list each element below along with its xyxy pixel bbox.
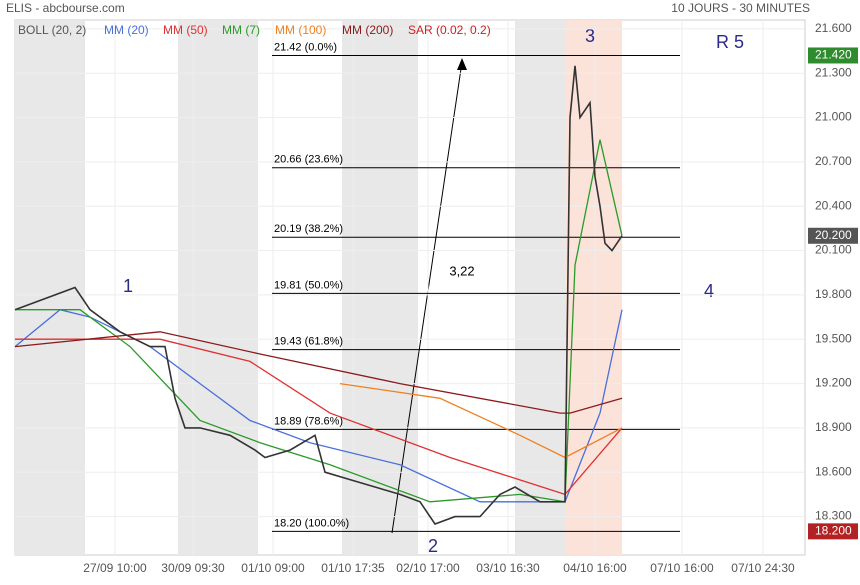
- session-shade: [178, 20, 258, 555]
- legend-entry: MM (100): [275, 23, 326, 37]
- legend-entry: MM (20): [104, 23, 149, 37]
- header-title: ELIS - abcbourse.com: [6, 1, 125, 15]
- annotation: 4: [704, 281, 714, 301]
- y-tick-label: 20.700: [815, 154, 852, 168]
- price-badge-label: 20.200: [815, 228, 852, 242]
- x-tick-label: 03/10 16:30: [476, 561, 540, 575]
- price-line: [14, 65, 623, 525]
- y-tick-label: 20.100: [815, 243, 852, 257]
- ma-line: [15, 338, 623, 496]
- legend-entry: MM (50): [163, 23, 208, 37]
- ma-line: [14, 331, 623, 414]
- price-badge-label: 21.420: [815, 48, 852, 62]
- x-tick-label: 01/10 17:35: [321, 561, 385, 575]
- x-tick-label: 30/09 09:30: [161, 561, 225, 575]
- x-tick-label: 07/10 16:00: [650, 561, 714, 575]
- y-tick-label: 18.300: [815, 509, 852, 523]
- fib-label: 19.43 (61.8%): [274, 335, 343, 347]
- x-tick-label: 04/10 16:00: [563, 561, 627, 575]
- arrow: [391, 61, 463, 534]
- fib-label: 19.81 (50.0%): [274, 279, 343, 291]
- legend-entry: BOLL (20, 2): [18, 23, 86, 37]
- annotation: R 5: [716, 32, 744, 52]
- session-shade: [342, 20, 418, 555]
- y-tick-label: 21.000: [815, 110, 852, 124]
- price-badge: [808, 227, 858, 244]
- header-period: 10 JOURS - 30 MINUTES: [671, 1, 810, 15]
- x-tick-label: 02/10 17:00: [396, 561, 460, 575]
- x-tick-label: 01/10 09:00: [241, 561, 305, 575]
- session-shade: [515, 20, 565, 555]
- x-tick-label: 07/10 24:30: [731, 561, 795, 575]
- fib-label: 18.89 (78.6%): [274, 415, 343, 427]
- annotation: 3: [585, 26, 595, 46]
- y-tick-label: 18.600: [815, 464, 852, 478]
- annotation: 3,22: [449, 263, 474, 278]
- annotation: 1: [123, 276, 133, 296]
- legend-entry: MM (7): [222, 23, 260, 37]
- y-tick-label: 18.900: [815, 420, 852, 434]
- y-tick-label: 19.800: [815, 287, 852, 301]
- y-tick-label: 19.200: [815, 376, 852, 390]
- annotation: 2: [428, 536, 438, 556]
- y-tick-label: 19.500: [815, 331, 852, 345]
- y-tick-label: 21.600: [815, 21, 852, 35]
- y-tick-label: 21.300: [815, 65, 852, 79]
- fib-label: 20.19 (38.2%): [274, 223, 343, 235]
- legend-entry: MM (200): [342, 23, 393, 37]
- ma-line: [339, 382, 623, 459]
- fib-label: 18.20 (100.0%): [274, 517, 349, 529]
- fib-label: 20.66 (23.6%): [274, 154, 343, 166]
- legend-entry: SAR (0.02, 0.2): [408, 23, 491, 37]
- y-tick-label: 20.400: [815, 198, 852, 212]
- price-badge-label: 18.200: [815, 524, 852, 538]
- arrow-head: [457, 58, 467, 70]
- fib-label: 21.42 (0.0%): [274, 41, 337, 53]
- price-badge: [808, 47, 858, 64]
- price-badge: [808, 523, 858, 540]
- x-tick-label: 27/09 10:00: [83, 561, 147, 575]
- ma-line: [15, 139, 623, 503]
